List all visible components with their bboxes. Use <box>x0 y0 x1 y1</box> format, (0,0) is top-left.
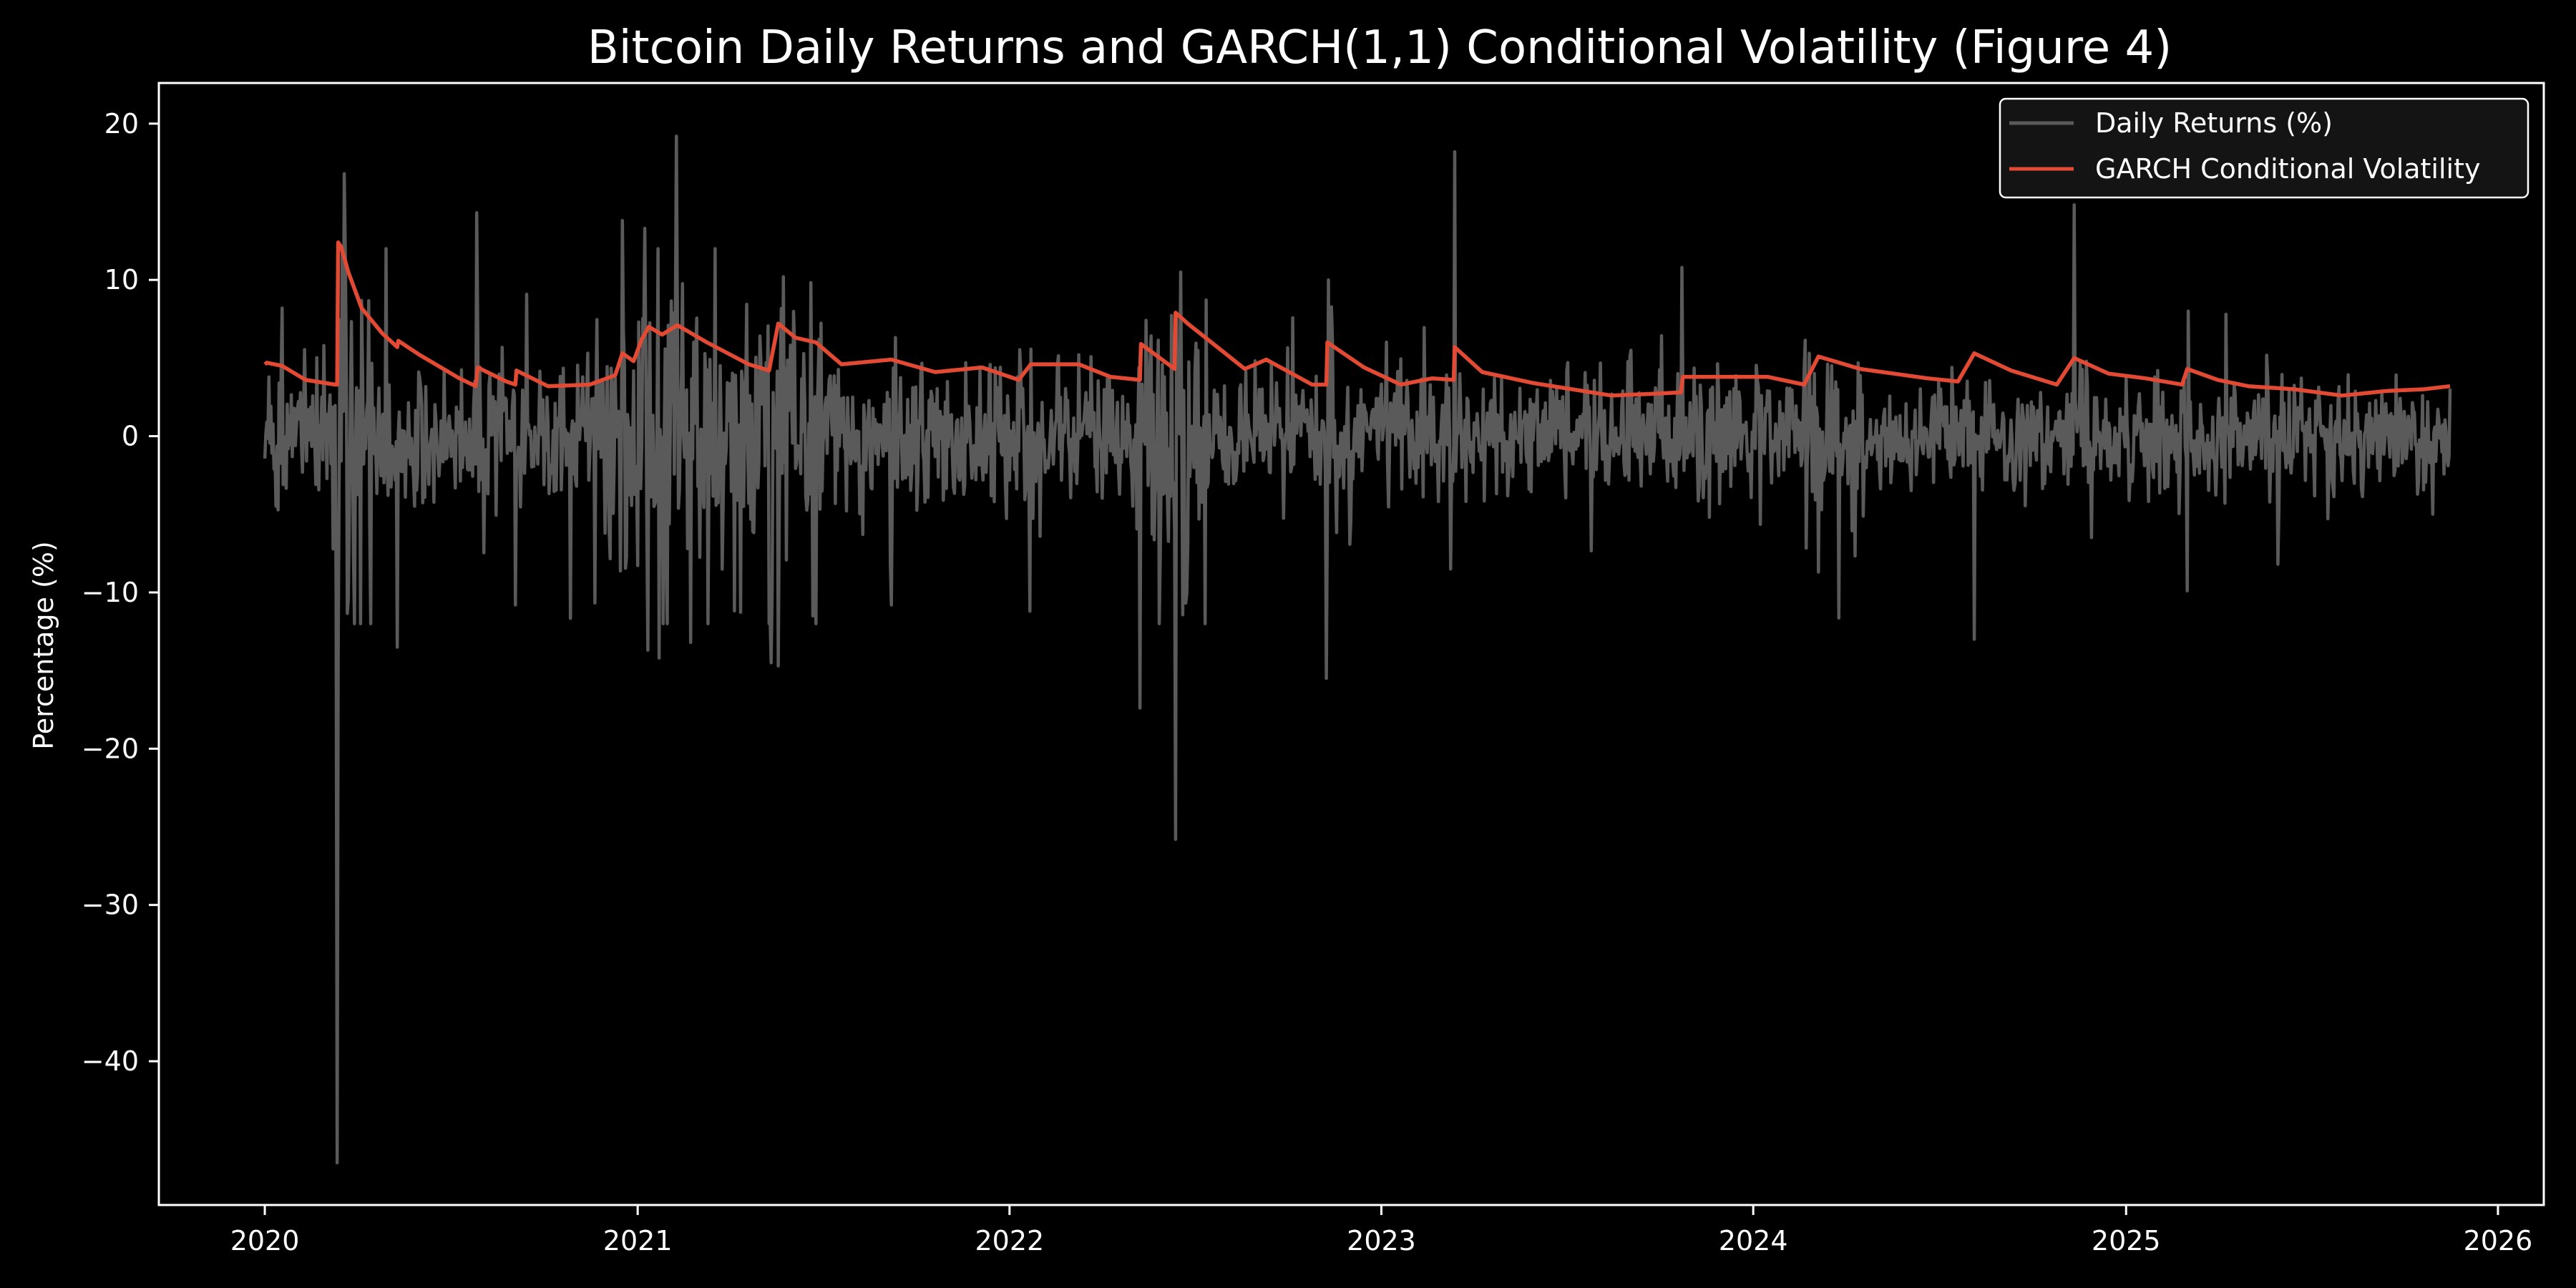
legend: Daily Returns (%) GARCH Conditional Vola… <box>1999 97 2529 199</box>
garch-volatility-line <box>263 240 2451 398</box>
plot-area <box>263 135 2452 1165</box>
y-tick-label: −30 <box>82 889 139 921</box>
y-tick-label: −40 <box>82 1045 139 1077</box>
x-tick-label: 2021 <box>603 1225 673 1257</box>
y-tick-label: 10 <box>104 264 139 296</box>
chart-title: Bitcoin Daily Returns and GARCH(1,1) Con… <box>587 21 2172 74</box>
x-tick-label: 2023 <box>1347 1225 1416 1257</box>
daily-returns-line <box>263 135 2452 1165</box>
x-tick-label: 2026 <box>2464 1225 2533 1257</box>
y-axis-label: Percentage (%) <box>28 541 59 750</box>
legend-label-returns: Daily Returns (%) <box>2095 107 2333 139</box>
y-tick-label: −10 <box>82 577 139 608</box>
legend-label-volatility: GARCH Conditional Volatility <box>2095 153 2481 185</box>
x-tick-label: 2024 <box>1719 1225 1788 1257</box>
axes-frame <box>157 82 2545 1206</box>
x-tick-label: 2022 <box>975 1225 1044 1257</box>
x-axis-ticks: 2020 2021 2022 2023 2024 2025 2026 <box>230 1205 2533 1257</box>
x-tick-label: 2020 <box>230 1225 300 1257</box>
y-axis-ticks: 20 10 0 −10 −20 −30 −40 <box>82 108 159 1077</box>
y-tick-label: 20 <box>104 108 139 140</box>
y-tick-label: −20 <box>82 733 139 764</box>
y-tick-label: 0 <box>122 421 139 452</box>
legend-box <box>1999 97 2529 199</box>
x-tick-label: 2025 <box>2092 1225 2161 1257</box>
